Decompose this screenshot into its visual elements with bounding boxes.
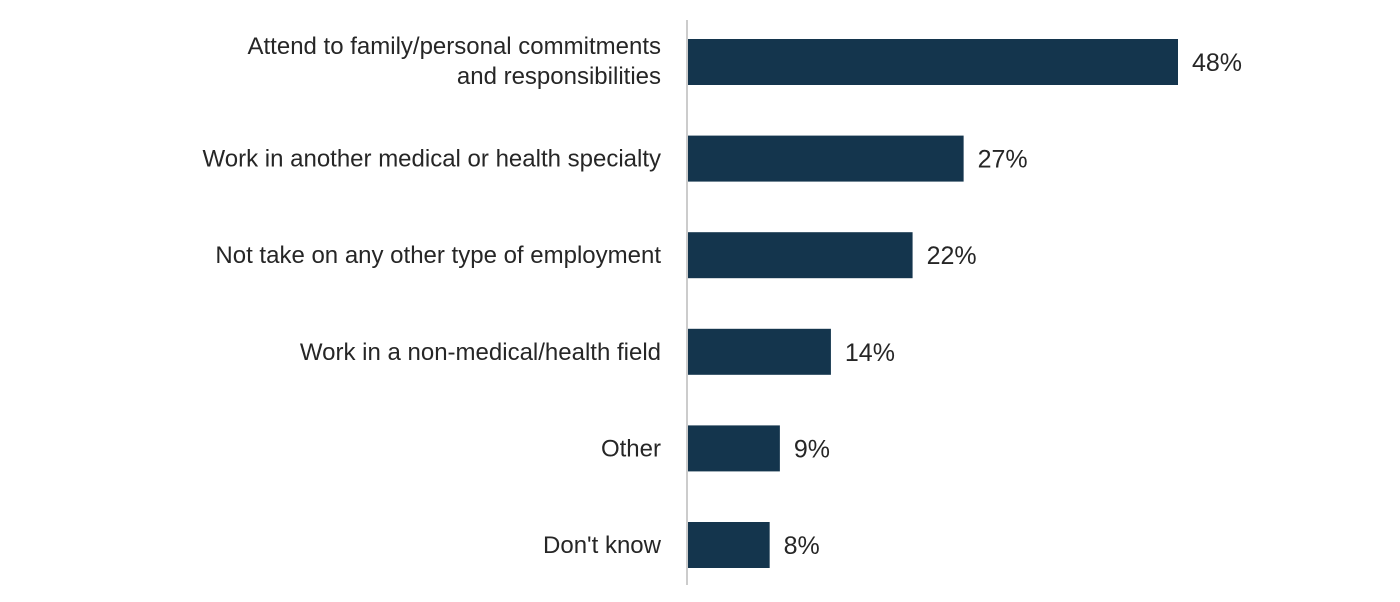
value-label-0: 48% — [1192, 49, 1242, 77]
value-label-3: 14% — [845, 339, 895, 367]
bar-5 — [688, 522, 770, 568]
value-label-4: 9% — [794, 435, 830, 463]
value-label-5: 8% — [784, 532, 820, 560]
value-label-2: 22% — [927, 242, 977, 270]
category-label-5: Don't know — [543, 532, 662, 559]
category-label-4: Other — [601, 435, 661, 462]
category-label-2: Not take on any other type of employment — [215, 242, 661, 269]
category-label-0-line-0: Attend to family/personal commitments — [248, 33, 662, 60]
value-labels: 48% 27% 22% 14% 9% 8% — [784, 49, 1242, 560]
category-labels: Attend to family/personal commitments and… — [203, 33, 662, 559]
bar-0 — [688, 39, 1178, 85]
bar-3 — [688, 328, 831, 375]
bars — [688, 39, 1178, 568]
category-label-1: Work in another medical or health specia… — [203, 146, 661, 173]
bar-4 — [688, 425, 780, 472]
category-label-0-line-1: and responsibilities — [457, 63, 661, 90]
value-label-1: 27% — [978, 146, 1028, 174]
bar-2 — [688, 232, 913, 279]
bar-1 — [688, 135, 964, 182]
category-label-3: Work in a non-medical/health field — [300, 339, 661, 366]
